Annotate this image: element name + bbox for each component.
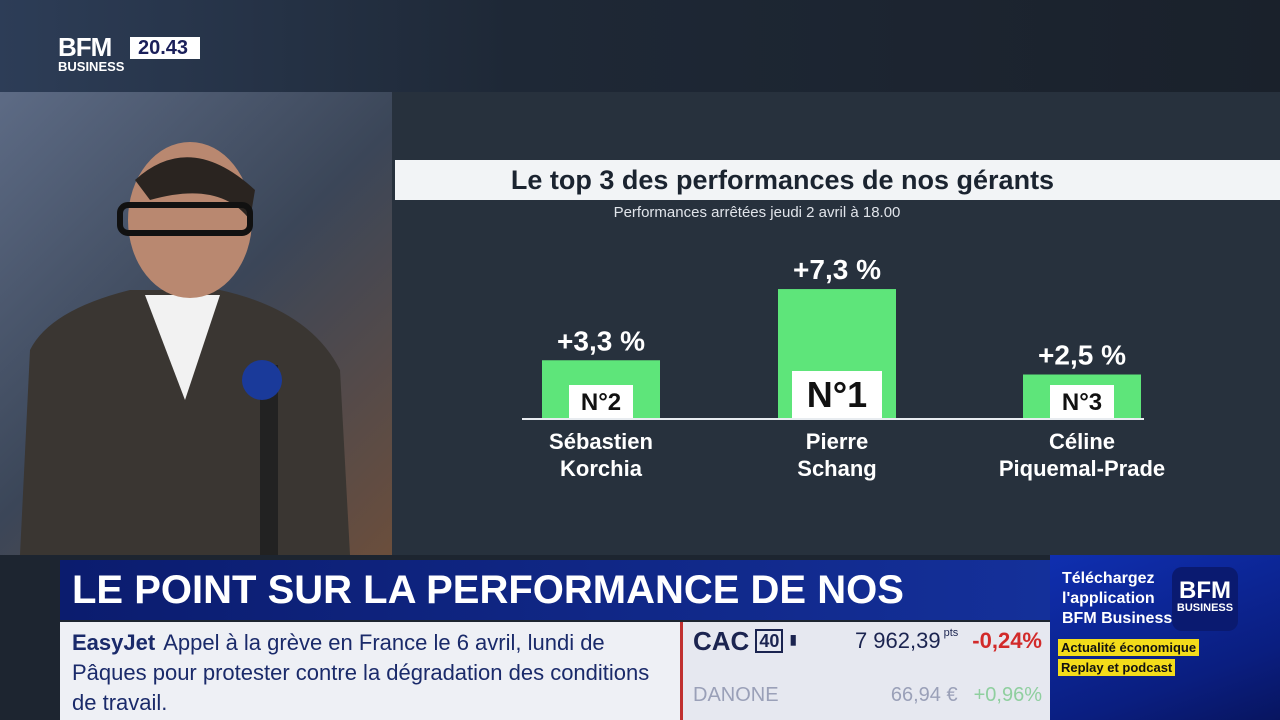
next-stock-name: DANONE: [693, 684, 779, 706]
chart-title: Le top 3 des performances de nos gérants: [395, 160, 1280, 200]
promo-line: l'application: [1062, 590, 1155, 607]
category-label: Pierre: [806, 429, 868, 454]
category-label: Céline: [1049, 429, 1115, 454]
category-label: Sébastien: [549, 429, 653, 454]
index-change: -0,24%: [972, 628, 1042, 653]
category-label: Korchia: [560, 456, 643, 481]
rank-label: N°1: [807, 374, 867, 415]
category-label: Schang: [797, 456, 876, 481]
lock-icon: ▮: [789, 631, 798, 647]
value-label: +2,5 %: [1038, 340, 1126, 371]
headline-banner: LE POINT SUR LA PERFORMANCE DE NOS GÉRAN…: [60, 560, 1050, 672]
rank-label: N°3: [1062, 389, 1102, 416]
value-label: +7,3 %: [793, 254, 881, 285]
rank-box: [792, 371, 882, 419]
app-logo: BFM BUSINESS: [1172, 567, 1238, 631]
logo-subtext: BUSINESS: [58, 59, 125, 74]
rank-box: [1050, 385, 1114, 419]
rank-box: [569, 385, 633, 419]
index-number: 40: [755, 629, 784, 653]
top-banner: [0, 0, 1280, 92]
clock: 20.43: [130, 37, 200, 59]
index-unit: pts: [943, 627, 959, 639]
category-label: Piquemal-Prade: [999, 456, 1165, 481]
news-ticker: EasyJet Appel à la grève en France le 6 a…: [60, 622, 680, 720]
ticker-source: EasyJet: [72, 630, 156, 655]
app-logo-subtext: BUSINESS: [1176, 602, 1234, 614]
next-stock-value: 66,94 €: [890, 684, 958, 706]
market-ticker: CAC 40 ▮ 7 962,39 pts -0,24% DANONE 66,9…: [680, 622, 1050, 720]
promo-tag: Replay et podcast: [1058, 659, 1176, 676]
next-stock-change: +0,96%: [973, 684, 1042, 706]
promo-line: BFM Business: [1062, 610, 1173, 627]
value-label: +3,3 %: [557, 325, 645, 356]
promo-tag: Actualité économique: [1058, 639, 1200, 656]
app-promo: Téléchargez l'application BFM Business BFM…: [1050, 555, 1280, 720]
chart-subtitle: Performances arrêtées jeudi 2 avril à 18…: [613, 204, 901, 221]
ticker-text: Appel à la grève en France le 6 avril, l…: [72, 630, 650, 715]
rank-label: N°2: [581, 389, 621, 416]
app-logo-text: BFM: [1179, 577, 1231, 604]
index-name: CAC: [693, 626, 750, 656]
channel-logo: BFM BUSINESS: [58, 34, 124, 73]
index-value: 7 962,39: [854, 628, 941, 653]
promo-line: Téléchargez: [1062, 570, 1155, 587]
logo-text: BFM: [58, 32, 112, 62]
presenter-image: [20, 142, 350, 555]
